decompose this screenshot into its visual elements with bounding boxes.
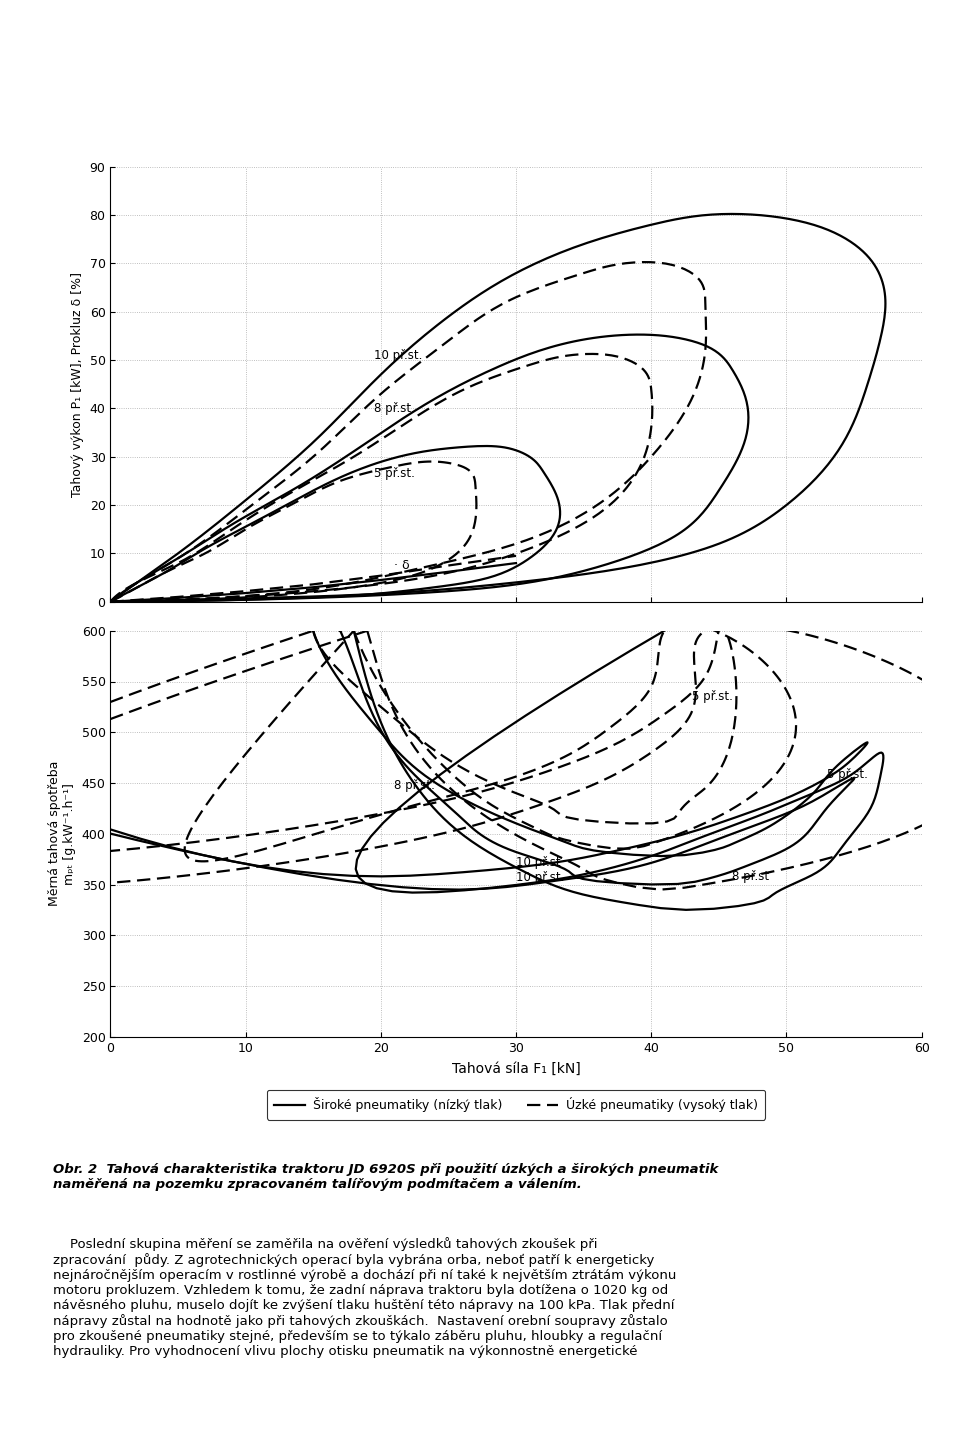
Text: Poslední skupina měření se zaměřila na ověření výsledků tahových zkoušek při
zpr: Poslední skupina měření se zaměřila na o… bbox=[53, 1237, 676, 1359]
Y-axis label: Tahový výkon P₁ [kW], Prokluz δ [%]: Tahový výkon P₁ [kW], Prokluz δ [%] bbox=[71, 271, 84, 497]
Text: Obr. 2  Tahová charakteristika traktoru JD 6920S při použití úzkých a širokých p: Obr. 2 Tahová charakteristika traktoru J… bbox=[53, 1163, 718, 1190]
Y-axis label: Měrná tahová spotřeba
mₚₜ [g.kW⁻¹.h⁻¹]: Měrná tahová spotřeba mₚₜ [g.kW⁻¹.h⁻¹] bbox=[48, 761, 76, 906]
Text: 8 př.st.: 8 př.st. bbox=[374, 402, 415, 415]
Text: 8 př.st: 8 př.st bbox=[732, 870, 770, 883]
Text: 5 př.st.: 5 př.st. bbox=[374, 467, 415, 480]
Text: 10 př.st.: 10 př.st. bbox=[374, 349, 422, 361]
Text: · δ: · δ bbox=[395, 560, 410, 571]
Text: 8 př.st.: 8 př.st. bbox=[395, 779, 435, 792]
X-axis label: Tahová síla F₁ [kN]: Tahová síla F₁ [kN] bbox=[451, 1061, 581, 1076]
Legend: Široké pneumatiky (nízký tlak), Úzké pneumatiky (vysoký tlak): Široké pneumatiky (nízký tlak), Úzké pne… bbox=[267, 1090, 765, 1119]
Text: 5 př.st.: 5 př.st. bbox=[692, 690, 732, 703]
Text: 5 př.st.: 5 př.st. bbox=[827, 768, 868, 782]
Text: 10 př.st.: 10 př.st. bbox=[516, 871, 564, 884]
Text: 10 př.st: 10 př.st bbox=[516, 856, 561, 869]
